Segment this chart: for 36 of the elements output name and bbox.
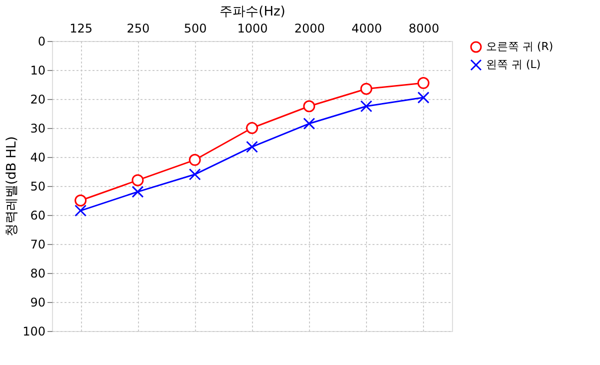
- y-tick-label: 70: [30, 238, 46, 252]
- x-tick-label: 125: [70, 22, 93, 36]
- x-tick-label: 4000: [352, 22, 382, 36]
- y-tick-label: 10: [30, 64, 46, 78]
- y-tick-label: 80: [30, 266, 46, 280]
- legend-label: 왼쪽 귀 (L): [486, 58, 541, 71]
- point: [246, 122, 258, 134]
- y-tick-label: 40: [30, 150, 46, 164]
- point: [132, 174, 144, 186]
- y-tick-label: 50: [30, 180, 46, 194]
- point: [74, 194, 87, 206]
- point: [246, 140, 258, 153]
- point: [74, 204, 87, 217]
- x-tick-label: 500: [184, 22, 207, 36]
- y-tick-label: 20: [30, 92, 46, 106]
- x-tick-label: 8000: [408, 22, 440, 36]
- y-axis-title: 청력레벨(dB HL): [4, 136, 20, 237]
- y-tick-label: 90: [30, 296, 46, 310]
- y-tick-label: 30: [30, 122, 46, 136]
- point: [303, 100, 316, 112]
- point: [303, 118, 316, 130]
- legend-label: 오른쪽 귀 (R): [486, 40, 554, 53]
- point: [132, 186, 144, 198]
- y-tick-label: 60: [30, 208, 46, 222]
- x-axis-title: 주파수(Hz): [220, 4, 286, 20]
- x-tick-label: 2000: [294, 22, 325, 36]
- point: [360, 82, 372, 95]
- y-tick-label: 0: [38, 34, 46, 48]
- x-tick-label: 1000: [237, 22, 268, 36]
- x-tick-label: 250: [126, 22, 150, 36]
- point: [188, 154, 201, 166]
- point: [360, 100, 372, 112]
- point: [417, 77, 430, 90]
- point: [188, 168, 201, 180]
- point: [417, 92, 430, 104]
- y-tick-label: 100: [22, 324, 46, 338]
